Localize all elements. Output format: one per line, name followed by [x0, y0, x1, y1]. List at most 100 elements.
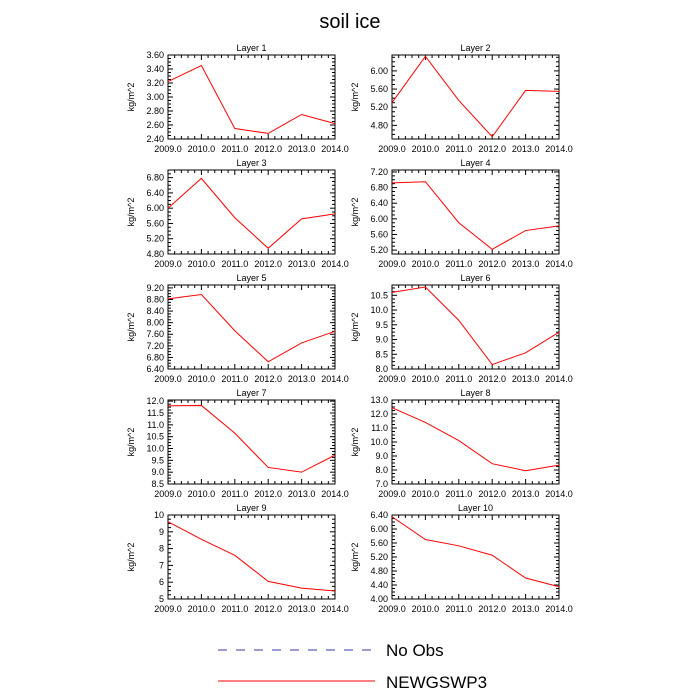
y-tick-label: 3.00: [146, 92, 164, 102]
legend-label-newgswp3: NEWGSWP3: [386, 673, 487, 692]
x-tick-label: 2010.0: [188, 144, 216, 154]
y-tick-label: 4.80: [370, 566, 388, 576]
y-tick-label: 10.5: [146, 432, 164, 442]
y-tick-label: 7.20: [146, 341, 164, 351]
figure-title: soil ice: [319, 11, 380, 33]
x-tick-label: 2009.0: [378, 374, 406, 384]
x-tick-label: 2013.0: [288, 144, 316, 154]
y-tick-label: 7.20: [370, 167, 388, 177]
x-tick-label: 2009.0: [378, 604, 406, 614]
x-tick-label: 2014.0: [545, 604, 573, 614]
y-tick-label: 3.40: [146, 64, 164, 74]
series-line-newgswp3: [391, 516, 560, 588]
panel-title: Layer 8: [460, 388, 490, 398]
x-tick-label: 2010.0: [188, 259, 216, 269]
plot-frame: [391, 169, 560, 255]
y-axis-label: kg/m^2: [350, 428, 360, 457]
x-tick-label: 2010.0: [412, 374, 440, 384]
y-tick-label: 5.60: [146, 218, 164, 228]
x-tick-label: 2012.0: [478, 604, 506, 614]
x-tick-label: 2010.0: [412, 259, 440, 269]
x-tick-label: 2013.0: [512, 489, 540, 499]
y-tick-label: 5.20: [370, 102, 388, 112]
y-tick-label: 8.80: [146, 294, 164, 304]
x-tick-label: 2013.0: [288, 374, 316, 384]
y-tick-label: 8: [159, 544, 164, 554]
y-tick-label: 5.20: [370, 245, 388, 255]
y-tick-label: 5: [159, 594, 164, 604]
legend-item-newgswp3: NEWGSWP3: [218, 673, 487, 692]
x-tick-label: 2014.0: [321, 604, 349, 614]
series-line-newgswp3: [391, 286, 560, 366]
y-tick-label: 6.00: [370, 214, 388, 224]
x-tick-label: 2014.0: [545, 374, 573, 384]
panel-title: Layer 1: [236, 43, 266, 53]
plot-frame: [167, 54, 336, 140]
series-line-newgswp3: [167, 521, 336, 592]
y-tick-label: 5.20: [370, 552, 388, 562]
y-tick-label: 5.60: [370, 84, 388, 94]
x-tick-label: 2009.0: [154, 259, 182, 269]
y-axis-label: kg/m^2: [126, 313, 136, 342]
y-tick-label: 4.80: [146, 249, 164, 259]
plot-frame: [391, 54, 560, 140]
x-tick-label: 2012.0: [478, 144, 506, 154]
plot-frame: [391, 514, 560, 600]
y-axis-label: kg/m^2: [350, 83, 360, 112]
panel-layer-2: Layer 2 kg/m^2 2009.0 2010.0 2011.0 2012.0 201…: [350, 43, 573, 154]
y-tick-label: 6.00: [370, 66, 388, 76]
y-tick-label: 10.0: [370, 305, 388, 315]
x-tick-label: 2011.0: [445, 374, 472, 384]
x-tick-label: 2010.0: [188, 374, 216, 384]
y-tick-label: 6.00: [370, 524, 388, 534]
x-tick-label: 2009.0: [154, 604, 182, 614]
x-tick-label: 2009.0: [378, 259, 406, 269]
y-tick-label: 6.40: [146, 188, 164, 198]
x-tick-label: 2010.0: [188, 604, 216, 614]
x-tick-label: 2013.0: [288, 604, 316, 614]
x-tick-label: 2011.0: [221, 489, 248, 499]
x-tick-label: 2012.0: [478, 259, 506, 269]
x-tick-label: 2011.0: [445, 604, 472, 614]
y-tick-label: 8.0: [375, 465, 388, 475]
y-tick-label: 8.0: [375, 364, 388, 374]
x-tick-label: 2009.0: [154, 144, 182, 154]
panel-title: Layer 4: [460, 158, 490, 168]
x-tick-label: 2009.0: [154, 374, 182, 384]
y-tick-label: 6.80: [146, 352, 164, 362]
y-tick-label: 2.80: [146, 106, 164, 116]
panel-title: Layer 7: [236, 388, 266, 398]
y-tick-label: 5.60: [370, 538, 388, 548]
x-tick-label: 2013.0: [288, 489, 316, 499]
y-tick-label: 13.0: [370, 395, 388, 405]
y-tick-label: 6: [159, 577, 164, 587]
y-tick-label: 9.5: [375, 320, 388, 330]
y-tick-label: 5.20: [146, 234, 164, 244]
series-line-newgswp3: [167, 404, 336, 473]
x-tick-label: 2014.0: [321, 374, 349, 384]
y-tick-label: 12.0: [146, 396, 164, 406]
x-tick-label: 2011.0: [445, 489, 472, 499]
plot-frame: [391, 399, 560, 485]
y-tick-label: 6.00: [146, 203, 164, 213]
x-tick-label: 2011.0: [221, 144, 248, 154]
x-tick-label: 2011.0: [445, 259, 472, 269]
y-tick-label: 6.40: [370, 510, 388, 520]
x-tick-label: 2010.0: [412, 604, 440, 614]
x-tick-label: 2012.0: [254, 259, 282, 269]
series-line-newgswp3: [167, 177, 336, 249]
x-tick-label: 2013.0: [512, 259, 540, 269]
panel-layer-5: Layer 5 kg/m^2 2009.0 2010.0 2011.0 2012.0 201…: [126, 273, 349, 384]
y-tick-label: 7: [159, 560, 164, 570]
x-tick-label: 2009.0: [378, 144, 406, 154]
panels: Layer 1 kg/m^2 2009.0 2010.0 2011.0 2012.0 201…: [126, 43, 573, 614]
y-tick-label: 7.0: [375, 479, 388, 489]
y-tick-label: 9.0: [375, 335, 388, 345]
y-tick-label: 9.20: [146, 283, 164, 293]
y-tick-label: 10: [154, 510, 164, 520]
legend: No Obs NEWGSWP3: [218, 641, 487, 692]
x-tick-label: 2012.0: [478, 489, 506, 499]
legend-item-no-obs: No Obs: [218, 641, 444, 660]
series-line-newgswp3: [167, 64, 336, 134]
